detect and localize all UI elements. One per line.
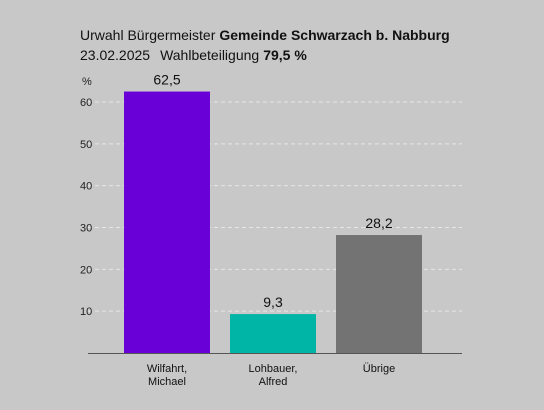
chart-header: Urwahl Bürgermeister Gemeinde Schwarzach … [80, 26, 450, 64]
y-tick-label-10: 10 [80, 306, 92, 318]
bar-1 [124, 91, 210, 354]
x-category-label-3: Übrige [363, 363, 395, 375]
y-tick-label-30: 30 [80, 223, 92, 235]
bar-value-label-2: 9,3 [263, 294, 283, 310]
turnout-label: Wahlbeteiligung [160, 47, 260, 63]
title-prefix: Urwahl Bürgermeister [80, 27, 216, 43]
turnout-value: 79,5 % [263, 47, 307, 63]
municipality-name: Gemeinde Schwarzach b. Nabburg [219, 27, 450, 43]
election-date: 23.02.2025 [80, 47, 151, 63]
x-category-label-2: Lohbauer, Alfred [249, 363, 298, 388]
x-axis-labels: Wilfahrt, Michael Lohbauer, Alfred Übrige [147, 363, 395, 388]
bar-value-label-1: 62,5 [153, 72, 180, 88]
y-tick-label-20: 20 [80, 264, 92, 276]
bars: 62,5 9,3 28,2 [124, 72, 422, 354]
x-category-label-1: Wilfahrt, Michael [147, 363, 187, 388]
y-axis-unit-label: % [82, 76, 92, 88]
y-tick-label-50: 50 [80, 139, 92, 151]
y-tick-label-60: 60 [80, 97, 92, 109]
bar-2 [230, 314, 316, 353]
bar-value-label-3: 28,2 [365, 215, 392, 231]
y-axis-ticks: 10 20 30 40 50 60 [80, 97, 92, 318]
bar-3 [336, 235, 422, 353]
y-tick-label-40: 40 [80, 181, 92, 193]
title-line: Urwahl Bürgermeister Gemeinde Schwarzach … [80, 26, 450, 44]
subtitle-line: 23.02.2025 Wahlbeteiligung 79,5 % [80, 46, 450, 64]
